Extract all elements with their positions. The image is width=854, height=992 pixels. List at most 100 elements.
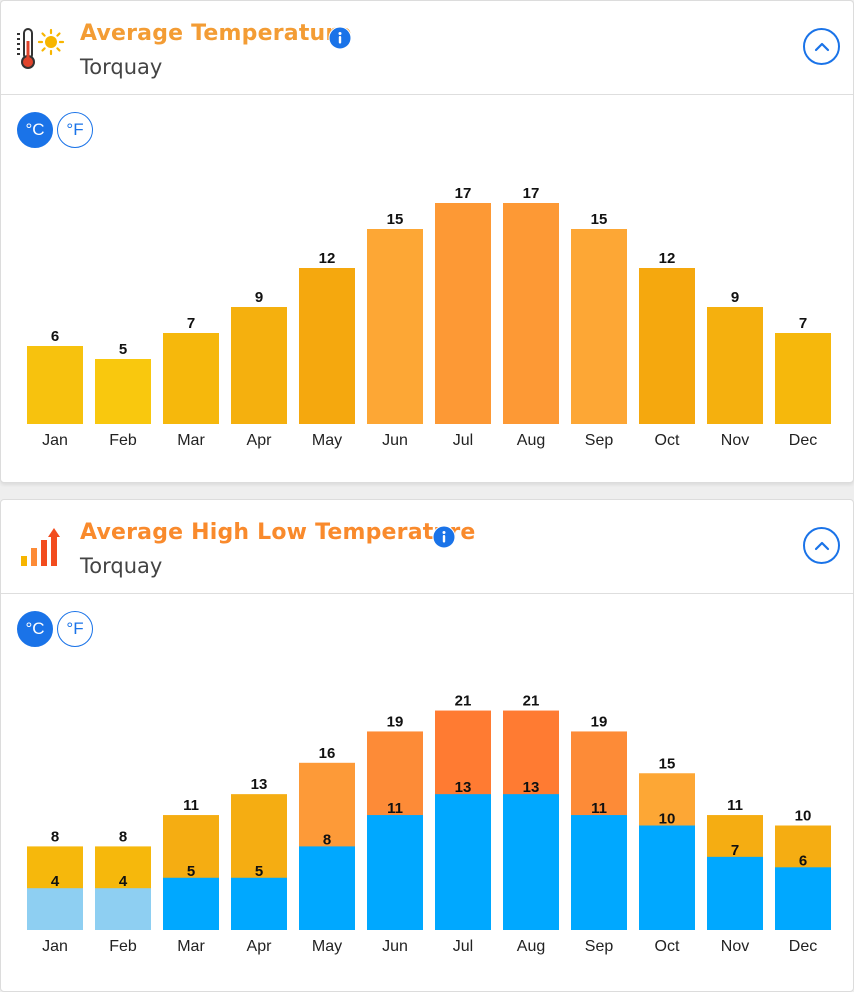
bar-nov — [707, 307, 763, 424]
low-bar-jun — [367, 815, 423, 930]
card-title: Average High Low Temperature — [80, 520, 476, 545]
x-tick-label: Dec — [789, 432, 817, 449]
x-tick-label: Jul — [453, 938, 473, 955]
data-label: 17 — [455, 185, 472, 202]
bar-may — [299, 268, 355, 424]
data-label: 9 — [731, 289, 739, 306]
x-tick-label: May — [312, 938, 342, 955]
bar-sep — [571, 229, 627, 424]
low-bar-dec — [775, 867, 831, 930]
low-data-label: 5 — [187, 863, 195, 880]
x-tick-label: Jun — [382, 938, 408, 955]
fahrenheit-toggle[interactable]: °F — [57, 611, 93, 647]
data-label: 9 — [255, 289, 263, 306]
data-label: 7 — [799, 315, 807, 332]
bar-jun — [367, 229, 423, 424]
low-bar-feb — [95, 888, 151, 930]
celsius-toggle[interactable]: °C — [17, 611, 53, 647]
low-bar-aug — [503, 794, 559, 930]
bar-aug — [503, 203, 559, 424]
high-data-label: 13 — [251, 776, 268, 793]
high-data-label: 16 — [319, 745, 336, 762]
x-tick-label: Aug — [517, 432, 545, 449]
x-tick-label: Nov — [721, 938, 749, 955]
x-tick-label: May — [312, 432, 342, 449]
low-data-label: 7 — [731, 842, 739, 859]
x-tick-label: Mar — [177, 432, 205, 449]
low-bar-apr — [231, 877, 287, 930]
celsius-toggle[interactable]: °C — [17, 112, 53, 148]
x-tick-label: Jun — [382, 432, 408, 449]
low-bar-sep — [571, 815, 627, 930]
data-label: 12 — [659, 250, 676, 267]
low-bar-oct — [639, 825, 695, 930]
x-tick-label: Feb — [109, 938, 137, 955]
x-tick-label: Apr — [247, 432, 273, 449]
high-data-label: 10 — [795, 808, 812, 825]
low-bar-jan — [27, 888, 83, 930]
low-data-label: 8 — [323, 831, 331, 848]
location-subtitle: Torquay — [80, 55, 163, 79]
x-tick-label: Apr — [247, 938, 273, 955]
high-data-label: 21 — [455, 693, 472, 710]
high-data-label: 8 — [119, 828, 127, 845]
bar-jul — [435, 203, 491, 424]
low-bar-may — [299, 846, 355, 930]
card-title: Average Temperature — [80, 21, 352, 46]
data-label: 15 — [387, 211, 404, 228]
thermometer-sun-icon — [17, 28, 65, 69]
x-tick-label: Aug — [517, 938, 545, 955]
high-data-label: 8 — [51, 828, 59, 845]
data-label: 12 — [319, 250, 336, 267]
bar-jan — [27, 346, 83, 424]
x-tick-label: Jul — [453, 432, 473, 449]
low-data-label: 6 — [799, 852, 807, 869]
high-data-label: 21 — [523, 693, 540, 710]
high-data-label: 19 — [591, 713, 608, 730]
x-tick-label: Mar — [177, 938, 205, 955]
info-icon[interactable] — [432, 525, 456, 549]
high-data-label: 11 — [183, 797, 199, 814]
bar-oct — [639, 268, 695, 424]
data-label: 5 — [119, 341, 127, 358]
data-label: 7 — [187, 315, 195, 332]
low-data-label: 4 — [51, 873, 60, 890]
x-tick-label: Dec — [789, 938, 817, 955]
average-high-low-temperature-card: Average High Low Temperature Torquay °C … — [0, 499, 854, 992]
bar-chart-arrow-icon — [21, 528, 60, 566]
collapse-button[interactable] — [803, 527, 840, 564]
chevron-up-icon — [814, 541, 829, 550]
data-label: 17 — [523, 185, 540, 202]
low-data-label: 4 — [119, 873, 128, 890]
x-tick-label: Sep — [585, 432, 614, 449]
data-label: 6 — [51, 328, 59, 345]
x-tick-label: Feb — [109, 432, 137, 449]
x-tick-label: Oct — [655, 938, 680, 955]
low-data-label: 13 — [455, 779, 472, 796]
low-data-label: 10 — [659, 811, 676, 828]
high-data-label: 15 — [659, 755, 676, 772]
card-header: Average Temperature Torquay — [1, 1, 853, 95]
average-temperature-card: Average Temperature Torquay °C °F 6 Jan 5 F… — [0, 0, 854, 483]
low-data-label: 11 — [387, 800, 403, 817]
fahrenheit-toggle[interactable]: °F — [57, 112, 93, 148]
info-icon[interactable] — [328, 26, 352, 50]
low-data-label: 5 — [255, 863, 263, 880]
x-tick-label: Oct — [655, 432, 680, 449]
high-data-label: 19 — [387, 713, 404, 730]
x-tick-label: Jan — [42, 938, 68, 955]
card-header: Average High Low Temperature Torquay — [1, 500, 853, 594]
bar-dec — [775, 333, 831, 424]
bar-mar — [163, 333, 219, 424]
bar-apr — [231, 307, 287, 424]
chevron-up-icon — [814, 42, 829, 51]
low-bar-nov — [707, 856, 763, 930]
collapse-button[interactable] — [803, 28, 840, 65]
x-tick-label: Jan — [42, 432, 68, 449]
low-bar-jul — [435, 794, 491, 930]
x-tick-label: Sep — [585, 938, 614, 955]
low-data-label: 11 — [591, 800, 607, 817]
x-tick-label: Nov — [721, 432, 749, 449]
high-data-label: 11 — [727, 797, 743, 814]
average-temperature-chart: 6 Jan 5 Feb 7 Mar 9 Apr 12 May 15 Jun 17 Jul 17 Aug 15 Se… — [27, 185, 831, 449]
